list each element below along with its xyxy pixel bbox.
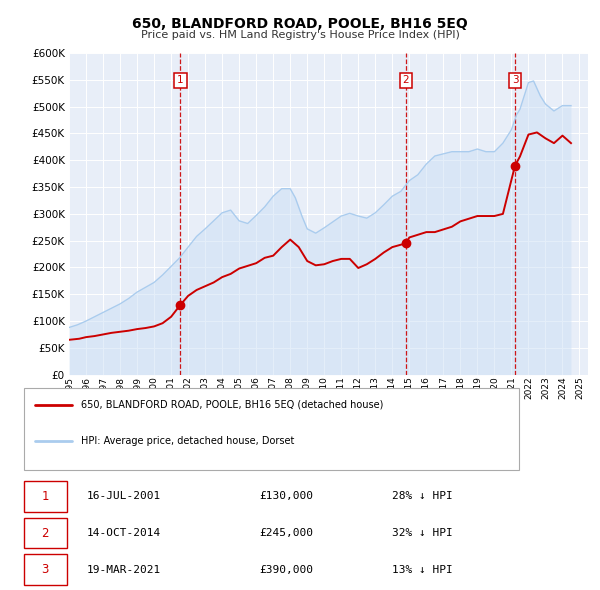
Text: 2: 2 (41, 526, 49, 539)
Text: 14-OCT-2014: 14-OCT-2014 (87, 528, 161, 538)
Text: 650, BLANDFORD ROAD, POOLE, BH16 5EQ: 650, BLANDFORD ROAD, POOLE, BH16 5EQ (132, 17, 468, 31)
Text: 2: 2 (403, 76, 409, 86)
Text: £390,000: £390,000 (260, 565, 314, 575)
FancyBboxPatch shape (23, 481, 67, 512)
Text: 3: 3 (41, 563, 49, 576)
Text: 13% ↓ HPI: 13% ↓ HPI (392, 565, 453, 575)
Text: 1: 1 (177, 76, 184, 86)
Text: 16-JUL-2001: 16-JUL-2001 (87, 491, 161, 502)
FancyBboxPatch shape (23, 555, 67, 585)
Text: 28% ↓ HPI: 28% ↓ HPI (392, 491, 453, 502)
Text: 1: 1 (41, 490, 49, 503)
Text: Price paid vs. HM Land Registry's House Price Index (HPI): Price paid vs. HM Land Registry's House … (140, 30, 460, 40)
FancyBboxPatch shape (23, 518, 67, 548)
Text: 19-MAR-2021: 19-MAR-2021 (87, 565, 161, 575)
Text: 3: 3 (512, 76, 518, 86)
Text: 32% ↓ HPI: 32% ↓ HPI (392, 528, 453, 538)
Text: £130,000: £130,000 (260, 491, 314, 502)
Text: 650, BLANDFORD ROAD, POOLE, BH16 5EQ (detached house): 650, BLANDFORD ROAD, POOLE, BH16 5EQ (de… (81, 400, 383, 410)
Text: HPI: Average price, detached house, Dorset: HPI: Average price, detached house, Dors… (81, 437, 295, 447)
FancyBboxPatch shape (23, 388, 519, 470)
Text: £245,000: £245,000 (260, 528, 314, 538)
